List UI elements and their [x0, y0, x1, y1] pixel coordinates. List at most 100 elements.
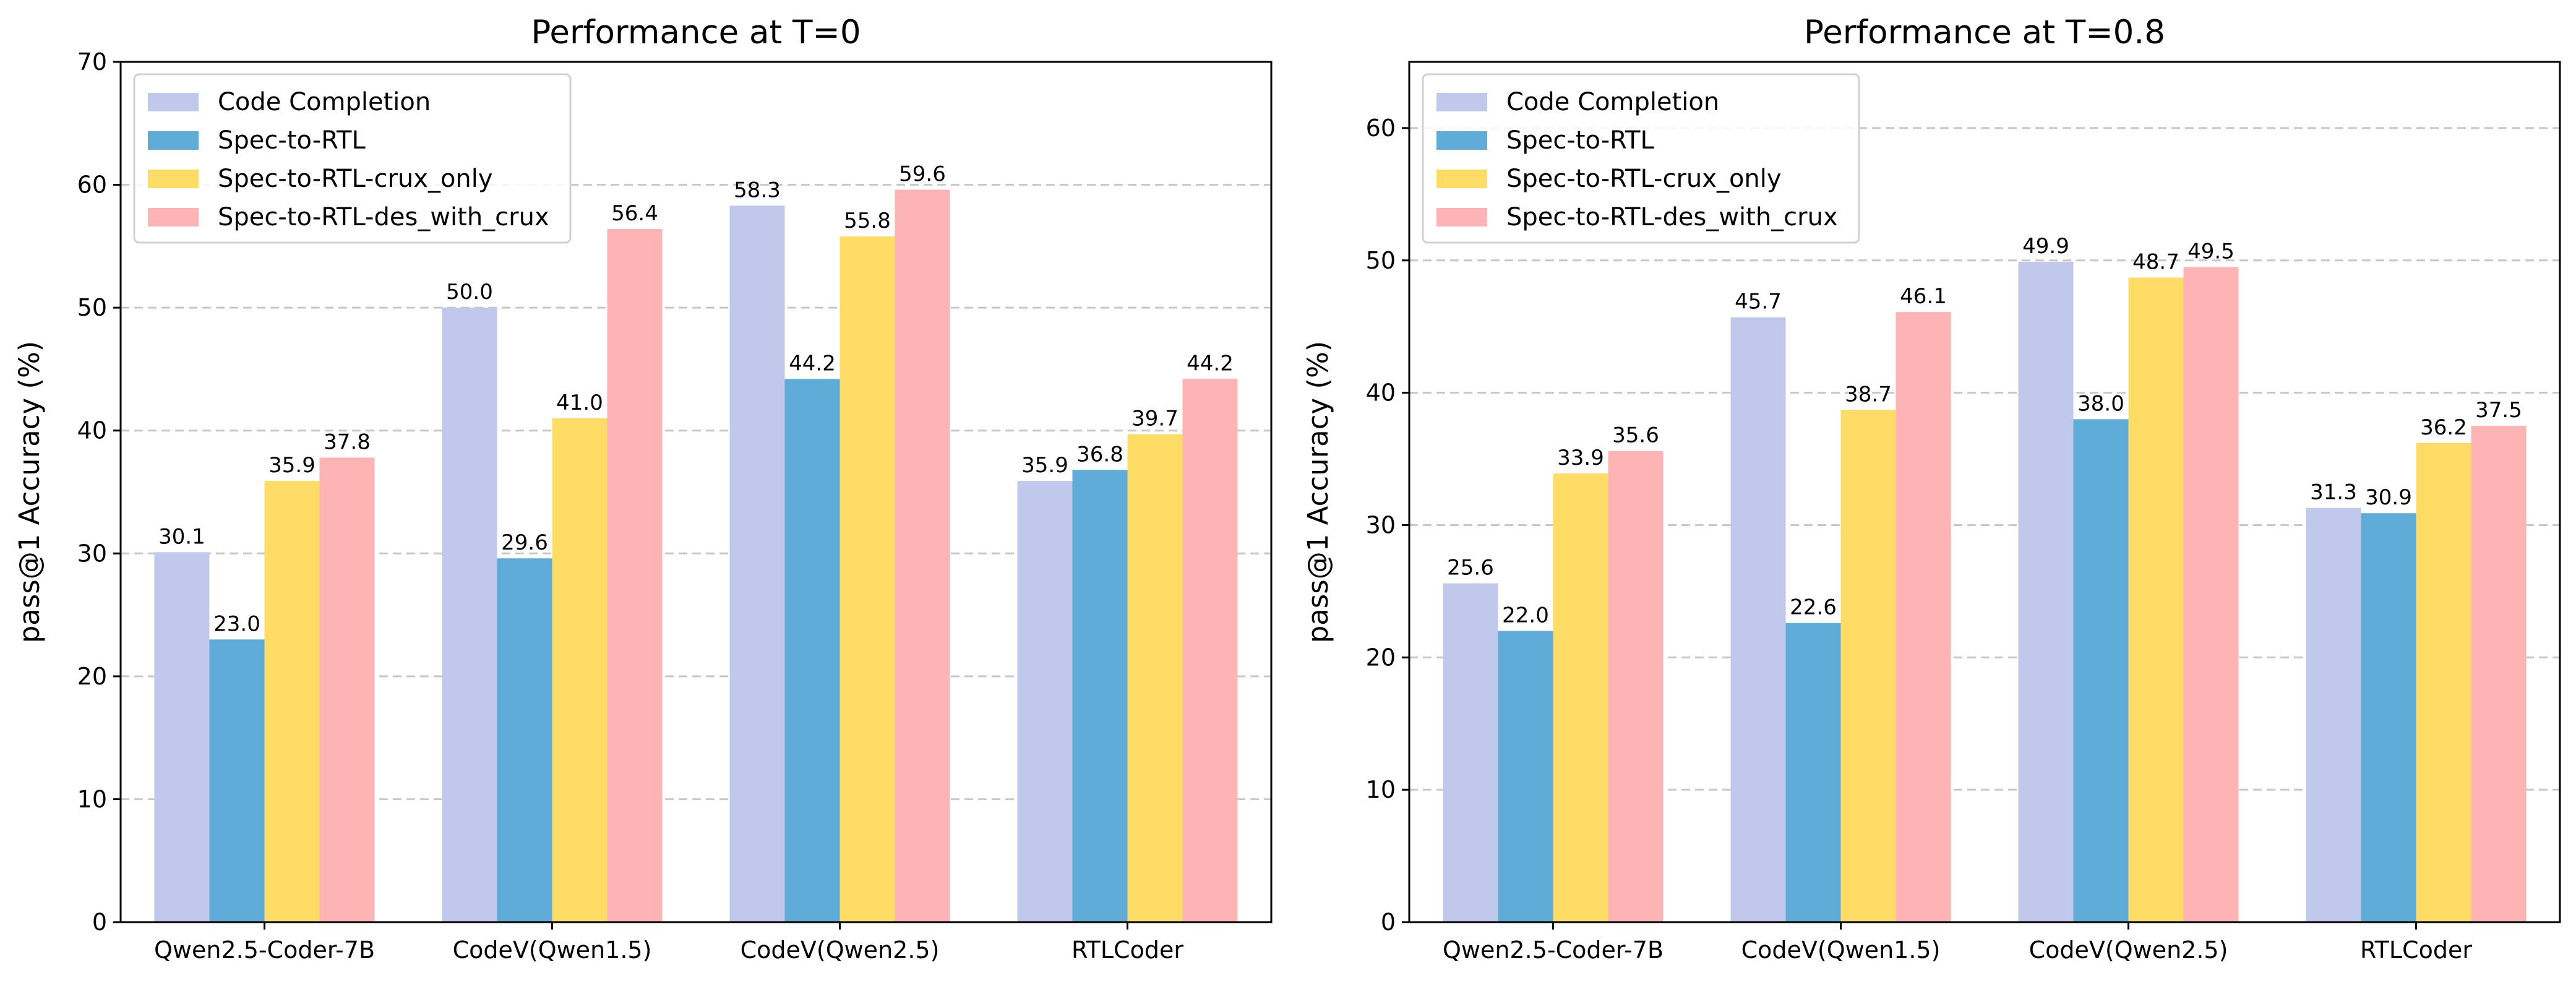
bar-1-3 — [729, 205, 785, 922]
bar-4-4 — [1182, 379, 1238, 922]
y-tick-label: 20 — [1366, 644, 1396, 671]
legend-box — [133, 73, 572, 244]
legend-label: Spec-to-RTL-crux_only — [1506, 165, 1782, 193]
plot-frame — [119, 61, 1273, 923]
legend-label: Code Completion — [218, 88, 431, 116]
x-tick-label: RTLCoder — [2360, 936, 2472, 964]
bar-value-label: 59.6 — [899, 162, 946, 187]
x-tick-label: Qwen2.5-Coder-7B — [1443, 936, 1664, 964]
bar-2-4 — [1072, 470, 1128, 922]
bar-value-label: 31.3 — [2310, 480, 2357, 505]
y-tick-label: 20 — [77, 663, 107, 690]
bar-2-4 — [2361, 513, 2416, 922]
bar-value-label: 55.8 — [844, 209, 891, 233]
legend: Code Completion Spec-to-RTL Spec-to-RTL-cr… — [1422, 73, 1860, 244]
bar-3-4 — [2416, 442, 2471, 922]
y-tick-label: 30 — [1366, 511, 1396, 538]
bar-value-label: 35.6 — [1612, 423, 1659, 448]
bar-value-label: 33.9 — [1557, 446, 1604, 470]
x-tick-label: CodeV(Qwen1.5) — [453, 936, 652, 964]
legend-label: Spec-to-RTL — [1506, 126, 1654, 155]
legend-label: Spec-to-RTL-des_with_crux — [1506, 203, 1838, 231]
legend-swatch — [148, 93, 199, 111]
bar-value-label: 36.8 — [1076, 442, 1123, 467]
x-tick-label: Qwen2.5-Coder-7B — [154, 936, 375, 964]
legend-swatch — [1436, 93, 1487, 111]
bar-value-label: 22.6 — [1790, 595, 1837, 620]
bar-4-4 — [2471, 426, 2527, 922]
y-tick-label: 10 — [1366, 776, 1396, 803]
bar-value-label: 38.0 — [2077, 391, 2124, 416]
bar-3-3 — [2128, 277, 2184, 923]
bar-value-label: 23.0 — [213, 611, 260, 636]
y-tick-label: 0 — [1381, 908, 1396, 936]
chart-panel-1: 30.1 50.0 58.3 35.9 23.0 29.6 44.2 36.8 35.9 41.0… — [13, 14, 1273, 964]
y-tick-label: 60 — [77, 171, 107, 199]
y-tick-label: 40 — [1366, 379, 1396, 407]
legend: Code Completion Spec-to-RTL Spec-to-RTL-cr… — [133, 73, 572, 244]
legend-label: Spec-to-RTL-crux_only — [218, 165, 493, 193]
bar-4-3 — [2183, 267, 2239, 922]
bar-3-3 — [839, 236, 895, 922]
legend-swatch — [1436, 131, 1487, 150]
bar-value-label: 30.1 — [158, 524, 205, 549]
bar-2-1 — [209, 639, 265, 922]
bar-value-label: 45.7 — [1735, 290, 1782, 314]
bar-value-label: 38.7 — [1845, 382, 1892, 407]
bar-value-label: 48.7 — [2132, 250, 2179, 275]
bar-value-label: 25.6 — [1447, 556, 1494, 580]
x-tick-label: CodeV(Qwen2.5) — [741, 936, 940, 964]
bar-1-2 — [442, 308, 497, 923]
x-tick-label: CodeV(Qwen1.5) — [1741, 936, 1941, 964]
y-axis-label: pass@1 Accuracy (%) — [1302, 341, 1334, 644]
legend-swatch — [148, 131, 199, 150]
bar-1-1 — [154, 552, 210, 922]
legend-label: Code Completion — [1506, 88, 1719, 116]
bar-4-2 — [1896, 312, 1951, 923]
bar-value-label: 46.1 — [1900, 284, 1947, 309]
x-tick-label: CodeV(Qwen2.5) — [2029, 936, 2228, 964]
bar-3-1 — [264, 481, 320, 922]
bar-value-label: 56.4 — [611, 201, 658, 226]
legend-box — [1422, 73, 1860, 244]
y-tick-label: 60 — [1366, 114, 1396, 142]
bar-1-4 — [1017, 481, 1073, 922]
bar-value-label: 41.0 — [556, 391, 603, 415]
bar-value-label: 35.9 — [268, 453, 316, 478]
bar-value-label: 37.8 — [324, 429, 371, 454]
bar-value-label: 49.9 — [2022, 234, 2069, 259]
bar-value-label: 35.9 — [1021, 453, 1068, 478]
y-tick-label: 30 — [77, 540, 107, 567]
bar-2-3 — [784, 379, 840, 922]
bar-4-1 — [319, 457, 375, 922]
chart-panel-2: 25.6 45.7 49.9 31.3 22.0 22.6 38.0 30.9 33.9 38.7… — [1302, 14, 2561, 964]
bar-3-2 — [1840, 410, 1896, 922]
bar-value-label: 50.0 — [446, 280, 493, 304]
bar-3-2 — [552, 418, 608, 922]
bar-value-label: 37.5 — [2475, 398, 2522, 423]
bar-value-label: 30.9 — [2365, 485, 2412, 510]
bar-value-label: 44.2 — [1187, 351, 1234, 376]
bar-4-1 — [1608, 451, 1664, 922]
bar-1-1 — [1443, 583, 1498, 922]
bar-1-3 — [2018, 261, 2074, 922]
bar-2-1 — [1498, 631, 1553, 922]
y-tick-label: 50 — [77, 294, 107, 321]
bar-value-label: 22.0 — [1502, 603, 1549, 628]
bar-1-2 — [1730, 317, 1786, 922]
y-tick-label: 10 — [77, 785, 107, 813]
bar-3-4 — [1127, 434, 1183, 922]
y-tick-label: 0 — [92, 908, 107, 936]
y-tick-label: 50 — [1366, 247, 1396, 274]
bar-4-2 — [607, 229, 663, 922]
legend-label: Spec-to-RTL-des_with_crux — [218, 203, 549, 231]
chart-title: Performance at T=0.8 — [1804, 14, 2165, 51]
bar-value-label: 49.5 — [2187, 239, 2235, 264]
bar-value-label: 39.7 — [1131, 407, 1179, 431]
legend-swatch — [148, 208, 199, 227]
bar-value-label: 44.2 — [789, 351, 836, 376]
plot-frame — [1408, 61, 2561, 923]
legend-swatch — [148, 170, 199, 188]
bar-2-3 — [2073, 419, 2129, 922]
bar-2-2 — [497, 558, 552, 922]
